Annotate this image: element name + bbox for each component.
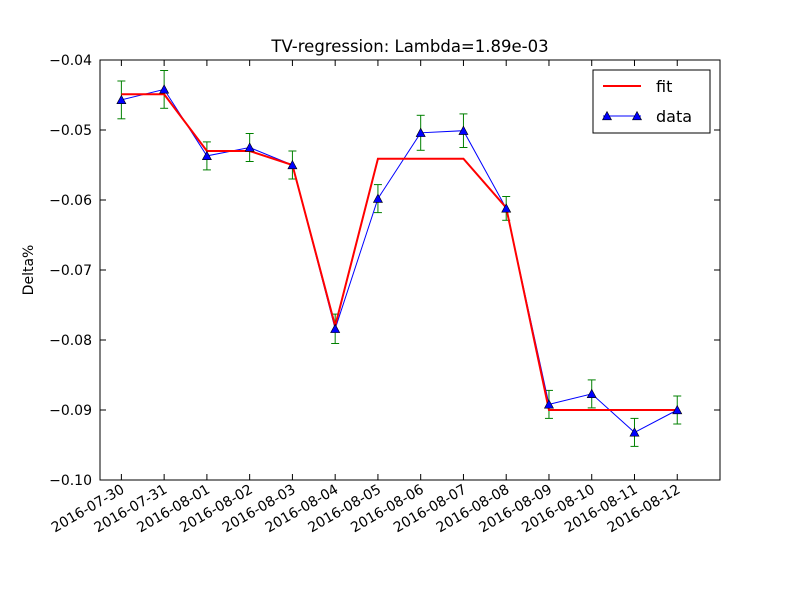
data-point [586, 388, 597, 399]
data-point [458, 125, 469, 135]
y-tick-label: −0.07 [49, 263, 92, 279]
data-point [287, 159, 298, 170]
y-tick-label: −0.04 [49, 53, 92, 69]
data-point [244, 142, 255, 152]
data-point [159, 84, 170, 94]
fit-series-line [121, 93, 678, 411]
data-point [672, 404, 683, 415]
data-series-line [121, 88, 678, 434]
legend-data-label: data [656, 107, 692, 126]
plot-frame [99, 59, 721, 481]
data-point [372, 193, 383, 203]
legend-fit-label: fit [656, 77, 672, 96]
data-point [501, 203, 512, 213]
y-tick-label: −0.06 [49, 193, 92, 209]
data-point [330, 323, 341, 333]
data-point [415, 127, 426, 137]
data-point [629, 427, 640, 437]
y-tick-label: −0.09 [49, 403, 92, 419]
legend-box [592, 69, 711, 134]
y-tick-label: −0.10 [49, 473, 92, 489]
y-tick-label: −0.05 [49, 123, 92, 139]
data-point [543, 399, 554, 409]
legend-data-marker [631, 110, 643, 121]
y-tick-label: −0.08 [49, 333, 92, 349]
chart-title: TV-regression: Lambda=1.89e-03 [270, 37, 548, 56]
data-point [201, 150, 212, 161]
y-axis-label: Delta% [21, 245, 37, 296]
legend-data-marker [601, 110, 613, 121]
data-point [116, 94, 127, 105]
